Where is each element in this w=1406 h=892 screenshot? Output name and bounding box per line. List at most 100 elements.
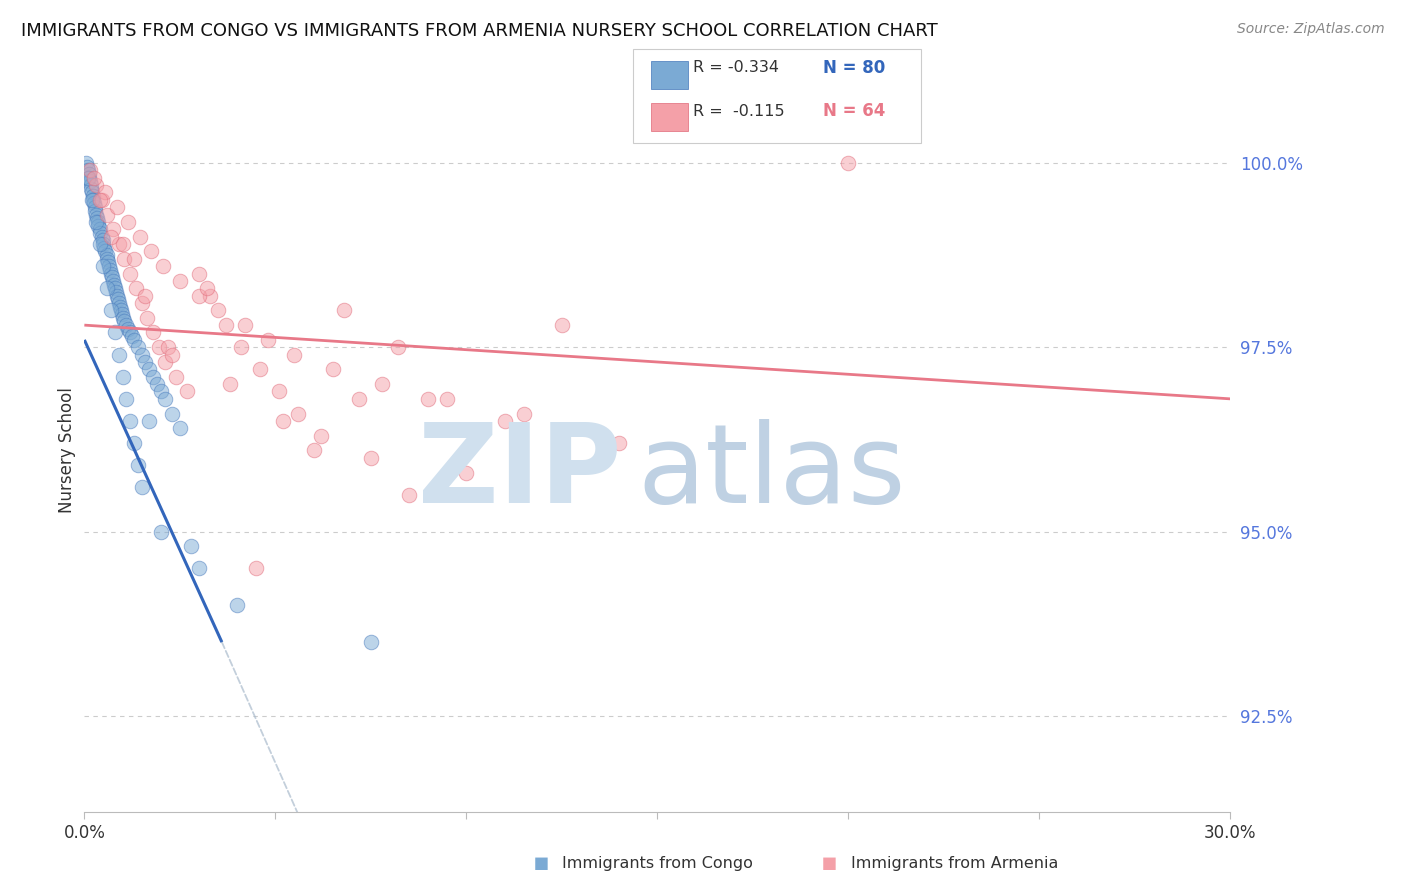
Point	[84, 208, 107, 222]
Point	[551, 318, 574, 332]
Point	[360, 450, 382, 465]
Point	[120, 267, 142, 281]
Point	[283, 348, 305, 362]
Point	[84, 215, 107, 229]
Point	[84, 178, 107, 192]
Point	[93, 259, 115, 273]
Point	[837, 156, 859, 170]
Point	[136, 310, 159, 325]
Point	[349, 392, 371, 406]
Point	[91, 233, 114, 247]
Point	[114, 314, 136, 328]
Text: IMMIGRANTS FROM CONGO VS IMMIGRANTS FROM ARMENIA NURSERY SCHOOL CORRELATION CHAR: IMMIGRANTS FROM CONGO VS IMMIGRANTS FROM…	[21, 22, 938, 40]
Point	[188, 267, 211, 281]
Point	[160, 407, 183, 421]
Point	[101, 270, 124, 285]
Text: R = -0.334: R = -0.334	[693, 61, 779, 75]
Point	[607, 436, 630, 450]
Point	[75, 156, 97, 170]
Point	[165, 369, 187, 384]
Point	[90, 193, 112, 207]
Point	[233, 318, 256, 332]
Point	[96, 248, 118, 262]
Point	[188, 288, 211, 302]
Point	[157, 340, 180, 354]
Point	[76, 160, 98, 174]
Point	[105, 285, 128, 299]
Point	[256, 333, 278, 347]
Point	[100, 229, 122, 244]
Text: Source: ZipAtlas.com: Source: ZipAtlas.com	[1237, 22, 1385, 37]
Point	[131, 296, 153, 310]
Point	[180, 539, 202, 553]
Point	[107, 296, 129, 310]
Point	[115, 392, 138, 406]
Point	[141, 244, 163, 259]
Point	[309, 428, 332, 442]
Point	[169, 274, 191, 288]
Point	[131, 480, 153, 494]
Point	[100, 303, 122, 318]
Point	[111, 369, 134, 384]
Point	[80, 178, 103, 192]
Point	[79, 170, 101, 185]
Point	[146, 377, 169, 392]
Point	[107, 293, 129, 307]
Point	[96, 281, 118, 295]
Point	[77, 163, 100, 178]
Point	[83, 196, 105, 211]
Point	[512, 407, 534, 421]
Point	[188, 561, 211, 575]
Point	[125, 281, 148, 295]
Point	[83, 200, 105, 214]
Point	[127, 458, 149, 473]
Point	[84, 203, 107, 218]
Point	[98, 259, 121, 273]
Text: R =  -0.115: R = -0.115	[693, 104, 785, 119]
Point	[127, 340, 149, 354]
Point	[94, 186, 117, 200]
Point	[387, 340, 409, 354]
Point	[79, 163, 101, 178]
Point	[115, 318, 138, 332]
Point	[398, 488, 420, 502]
Text: Immigrants from Congo: Immigrants from Congo	[562, 856, 754, 871]
Point	[101, 222, 124, 236]
Point	[100, 267, 122, 281]
Point	[322, 362, 344, 376]
Point	[287, 407, 309, 421]
Text: N = 80: N = 80	[823, 59, 884, 77]
Point	[89, 222, 111, 236]
Text: ZIP: ZIP	[418, 418, 621, 525]
Y-axis label: Nursery School: Nursery School	[58, 387, 76, 514]
Point	[94, 244, 117, 259]
Point	[436, 392, 458, 406]
Point	[131, 348, 153, 362]
Point	[371, 377, 394, 392]
Point	[90, 229, 112, 244]
Point	[122, 436, 145, 450]
Point	[96, 208, 118, 222]
Point	[333, 303, 356, 318]
Point	[229, 340, 252, 354]
Text: ▪: ▪	[821, 852, 838, 875]
Point	[107, 237, 129, 252]
Point	[87, 215, 110, 229]
Point	[160, 348, 183, 362]
Point	[249, 362, 271, 376]
Point	[153, 392, 176, 406]
Point	[456, 466, 478, 480]
Point	[149, 524, 172, 539]
Point	[226, 599, 249, 613]
Point	[218, 377, 240, 392]
Point	[82, 193, 104, 207]
Point	[245, 561, 267, 575]
Point	[80, 193, 103, 207]
Point	[89, 193, 111, 207]
Point	[215, 318, 238, 332]
Point	[77, 170, 100, 185]
Point	[107, 348, 129, 362]
Point	[104, 326, 127, 340]
Point	[105, 200, 128, 214]
Point	[108, 300, 131, 314]
